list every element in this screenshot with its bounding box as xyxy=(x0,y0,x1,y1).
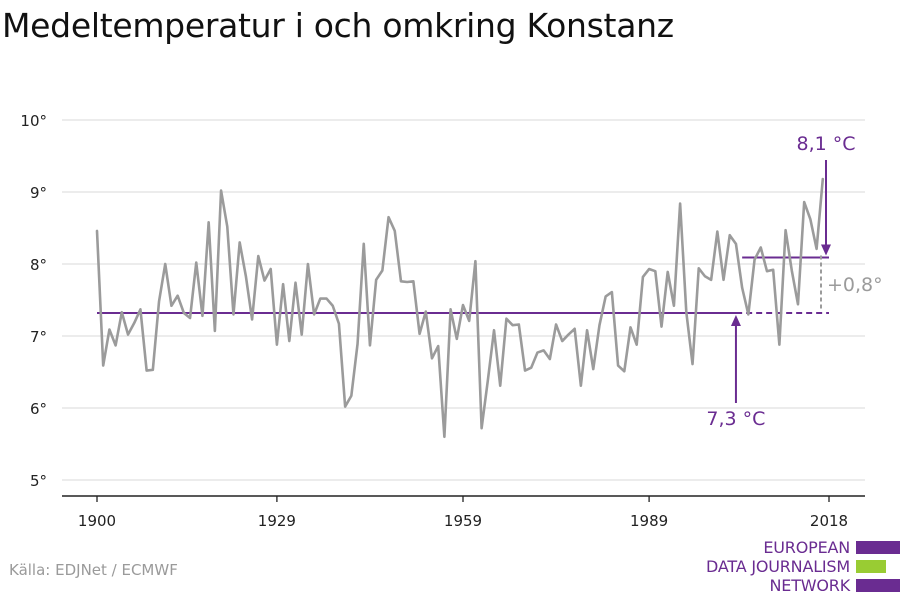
annotations: +0,8° 8,1 °C 7,3 °C xyxy=(706,133,882,430)
x-tick-label: 1900 xyxy=(78,512,116,530)
recent-mean-arrow-head xyxy=(821,244,831,256)
difference-label: +0,8° xyxy=(827,274,883,296)
y-tick-label: 9° xyxy=(30,184,47,202)
y-tick-label: 10° xyxy=(20,112,47,130)
source-note: Källa: EDJNet / ECMWF xyxy=(9,561,178,579)
logo-line-network: NETWORK xyxy=(769,576,851,595)
edjnet-logo: EUROPEAN DATA JOURNALISM NETWORK xyxy=(670,538,900,598)
x-tick-label: 1929 xyxy=(258,512,296,530)
logo-bar-purple-top xyxy=(856,541,900,554)
temperature-series-line xyxy=(95,177,825,439)
x-axis-ticks: 1900 1929 1959 1989 2018 xyxy=(78,496,848,530)
y-tick-label: 6° xyxy=(30,400,47,418)
y-tick-label: 5° xyxy=(30,472,47,490)
logo-bar-purple-bottom xyxy=(856,579,900,592)
logo-line-european: EUROPEAN xyxy=(763,538,850,557)
baseline-mean-label: 7,3 °C xyxy=(706,408,765,430)
recent-mean-label: 8,1 °C xyxy=(796,133,855,155)
logo-line-data-journalism: DATA JOURNALISM xyxy=(706,557,850,576)
y-axis-ticks: 5° 6° 7° 8° 9° 10° xyxy=(20,112,47,490)
x-tick-label: 1989 xyxy=(630,512,668,530)
y-tick-label: 7° xyxy=(30,328,47,346)
chart-title: Medeltemperatur i och omkring Konstanz xyxy=(2,6,674,45)
x-tick-label: 1959 xyxy=(444,512,482,530)
baseline-mean-arrow-head xyxy=(730,314,741,326)
x-tick-label: 2018 xyxy=(810,512,848,530)
logo-bar-green xyxy=(856,560,886,573)
y-tick-label: 8° xyxy=(30,256,47,274)
